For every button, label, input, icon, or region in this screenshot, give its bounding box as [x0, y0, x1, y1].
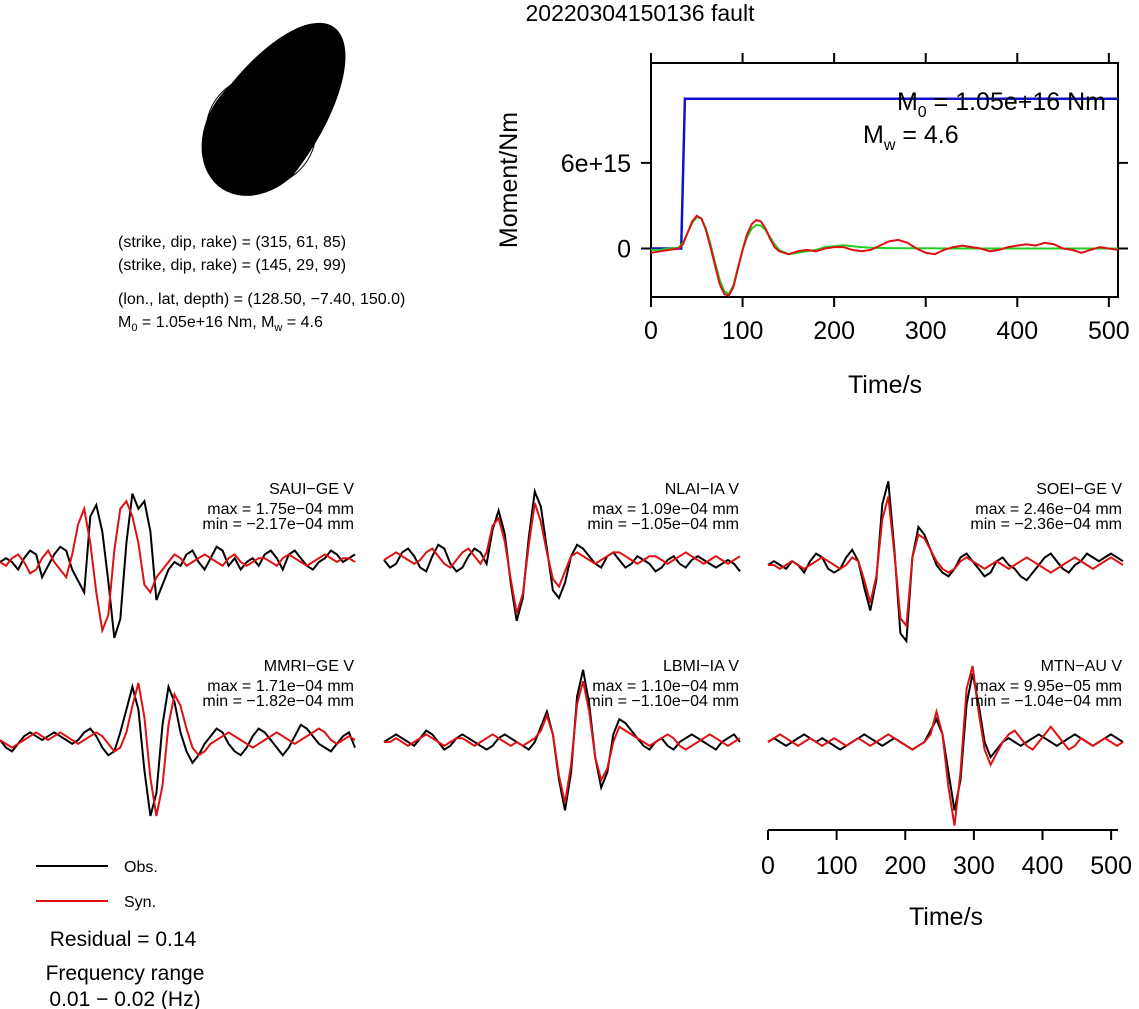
- seismogram-x-tick-label: 200: [884, 852, 926, 880]
- moment-x-axis: 0 100 200 300 400 500: [644, 53, 1130, 345]
- moment-rate-line-red: [650, 214, 1119, 297]
- synthetic-waveform: [768, 496, 1124, 629]
- synthetic-waveform: [0, 499, 356, 635]
- station-max: max = 2.46e−04 mm: [975, 501, 1122, 518]
- station-max: max = 9.95e−05 mm: [975, 678, 1122, 695]
- moment-m0-value: = 1.05e+16 Nm: [927, 88, 1106, 116]
- synthetic-waveform: [383, 502, 741, 614]
- moment-series-group: [650, 97, 1119, 297]
- seismogram-x-tick-label: 500: [1090, 852, 1132, 880]
- station-min: min = −1.82e−04 mm: [202, 693, 354, 710]
- moment-chart: 06e+15 0 100 200 300 400 500 M0 = 1.05e+16 Nm…: [495, 53, 1130, 399]
- seismogram-x-tick-label: 100: [816, 852, 858, 880]
- seismogram-x-label: Time/s: [909, 903, 983, 931]
- moment-x-label: Time/s: [848, 371, 922, 399]
- station-min: min = −2.36e−04 mm: [970, 516, 1122, 533]
- focal-line-3: (lon., lat, depth) = (128.50, −7.40, 150…: [118, 291, 405, 308]
- m0-value: = 1.05e+16 Nm, M: [137, 314, 274, 331]
- legend-obs-label: Obs.: [124, 859, 158, 876]
- focal-line-4: M0 = 1.05e+16 Nm, Mw = 4.6: [118, 314, 323, 334]
- station-name: LBMI−IA V: [663, 658, 739, 675]
- station-name: MTN−AU V: [1041, 658, 1123, 675]
- moment-x-tick-label: 0: [644, 317, 658, 345]
- seismogram-x-tick-label: 0: [761, 852, 775, 880]
- figure-title: 20220304150136 fault: [526, 0, 756, 26]
- focal-line-2: (strike, dip, rake) = (145, 29, 99): [118, 257, 346, 274]
- moment-y-tick-label: 0: [617, 235, 631, 263]
- seismogram-time-axis: 0 100 200 300 400 500: [761, 829, 1132, 880]
- station-name: NLAI−IA V: [665, 481, 740, 498]
- station-min: min = −1.04e−04 mm: [970, 693, 1122, 710]
- station-max: max = 1.71e−04 mm: [207, 678, 354, 695]
- synthetic-waveform: [384, 680, 741, 804]
- station-min: min = −2.17e−04 mm: [202, 516, 354, 533]
- station-min: min = −1.10e−04 mm: [587, 693, 739, 710]
- station-min: min = −1.05e−04 mm: [587, 516, 739, 533]
- beachball-compression-quadrant: [201, 22, 346, 196]
- moment-mw-symbol: M: [863, 121, 884, 149]
- moment-cumulative-line: [651, 97, 1118, 250]
- station-max: max = 1.10e−04 mm: [592, 678, 739, 695]
- focal-mechanism-beachball: [201, 22, 346, 196]
- seismogram-x-tick-label: 300: [953, 852, 995, 880]
- seismogram-x-tick-label: 400: [1022, 852, 1064, 880]
- legend-syn-label: Syn.: [124, 894, 156, 911]
- moment-mw-subscript: w: [883, 137, 896, 154]
- station-name: SAUI−GE V: [269, 481, 354, 498]
- frequency-range-label: Frequency range: [46, 962, 205, 985]
- moment-mw-value: = 4.6: [895, 121, 958, 149]
- moment-y-label: Moment/Nm: [495, 112, 523, 248]
- moment-rate-line-green: [651, 215, 1118, 296]
- moment-m0-symbol: M: [897, 88, 918, 116]
- mw-value: = 4.6: [282, 314, 323, 331]
- moment-y-tick-label: 6e+15: [561, 150, 631, 178]
- observed-waveform: [0, 493, 356, 639]
- station-name: MMRI−GE V: [264, 658, 355, 675]
- moment-x-tick-label: 400: [996, 317, 1038, 345]
- moment-x-tick-label: 200: [813, 317, 855, 345]
- moment-plot-frame: [650, 62, 1119, 298]
- observed-waveform: [383, 669, 741, 811]
- moment-m0-subscript: 0: [918, 104, 927, 121]
- synthetic-waveform: [0, 682, 356, 817]
- observed-waveform: [767, 481, 1124, 644]
- moment-m0-annotation: M0 = 1.05e+16 Nm: [897, 88, 1106, 121]
- moment-x-tick-label: 100: [722, 317, 764, 345]
- m0-subscript: 0: [131, 322, 137, 334]
- observed-waveform: [0, 682, 356, 817]
- moment-mw-annotation: Mw = 4.6: [863, 121, 959, 154]
- mw-subscript: w: [273, 322, 282, 334]
- moment-x-tick-label: 500: [1088, 317, 1130, 345]
- residual-text: Residual = 0.14: [50, 928, 197, 951]
- m0-symbol: M: [118, 314, 131, 331]
- station-name: SOEI−GE V: [1036, 481, 1122, 498]
- focal-line-1: (strike, dip, rake) = (315, 61, 85): [118, 234, 346, 251]
- station-max: max = 1.75e−04 mm: [207, 501, 354, 518]
- observed-waveform: [383, 487, 741, 622]
- legend: Obs. Syn.: [36, 859, 158, 911]
- moment-x-tick-label: 300: [905, 317, 947, 345]
- frequency-range-value: 0.01 − 0.02 (Hz): [49, 988, 200, 1009]
- synthetic-waveform: [767, 665, 1124, 826]
- moment-y-axis: 0 6e+15: [561, 150, 1128, 263]
- station-max: max = 1.09e−04 mm: [592, 501, 739, 518]
